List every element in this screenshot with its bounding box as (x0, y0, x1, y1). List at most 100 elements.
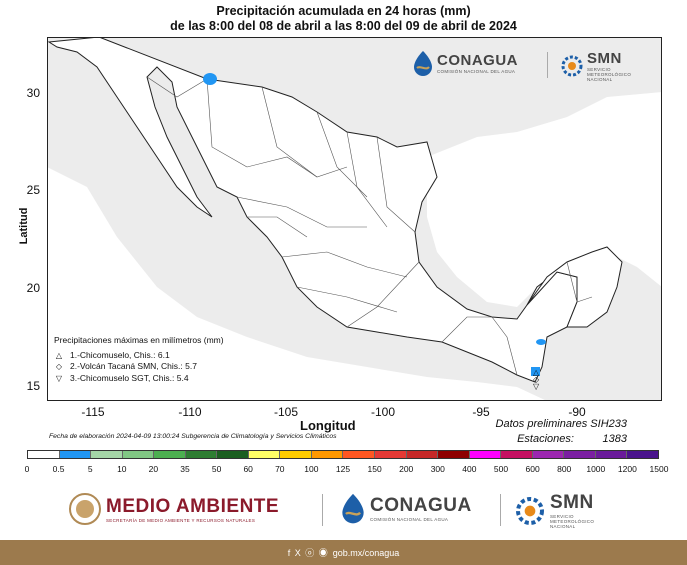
y-tick-25: 25 (26, 183, 40, 197)
scale-swatch (311, 451, 344, 458)
conagua-bottom-subtext: COMISIÓN NACIONAL DEL AGUA (370, 516, 449, 522)
yucatan-peninsula (526, 246, 623, 328)
conagua-logo-subtext: COMISIÓN NACIONAL DEL AGUA (437, 69, 516, 74)
scale-label: 150 (367, 464, 382, 474)
footer-bar: f X ⓞ ◉ gob.mx/conagua (0, 540, 687, 565)
smn-logo-bottom: SMN SERVICIO METEOROLÓGICO NACIONAL (514, 492, 610, 529)
state-borders (146, 76, 593, 376)
scale-label: 70 (275, 464, 285, 474)
smn-logo-top: SMN SERVICIO METEOROLÓGICO NACIONAL (560, 50, 637, 82)
scale-swatch (248, 451, 281, 458)
fecha-elaboracion: Fecha de elaboración 2024-04-09 13:00:24… (49, 433, 337, 440)
footer-url[interactable]: gob.mx/conagua (332, 547, 400, 558)
logo-divider-2 (500, 494, 501, 526)
scale-label: 20 (148, 464, 159, 474)
scale-swatch (406, 451, 439, 458)
scale-label: 300 (430, 464, 445, 474)
scale-swatch (564, 451, 596, 458)
scale-swatch (28, 451, 60, 458)
maxima-item-1-text: 1.-Chicomuselo, Chis.: 6.1 (70, 349, 170, 360)
y-tick-20: 20 (26, 281, 40, 295)
scale-label: 35 (180, 464, 190, 474)
stations-label: Estaciones: (517, 433, 574, 445)
maxima-item-3: ▽ 3.-Chicomuselo SGT, Chis.: 5.4 (54, 373, 224, 385)
scale-swatch (501, 451, 533, 458)
x-tick-100: -100 (370, 405, 396, 419)
conagua-logo-text: CONAGUA (437, 52, 518, 69)
scale-label: 500 (493, 464, 509, 474)
precip-spot-sonora (203, 73, 217, 85)
y-tick-15: 15 (26, 379, 40, 393)
y-axis-title: Latitud (18, 207, 30, 245)
conagua-emblem-icon (342, 493, 364, 524)
x-tick-110: -110 (178, 405, 202, 419)
conagua-logo-top: CONAGUA COMISIÓN NACIONAL DEL AGUA (412, 50, 518, 76)
smn-gear-icon (516, 496, 544, 525)
scale-swatch (217, 451, 249, 458)
scale-label: 800 (557, 464, 572, 474)
social-icons[interactable]: f X ⓞ ◉ (287, 548, 329, 558)
scale-label: 5 (87, 464, 93, 474)
scale-swatch (438, 451, 470, 458)
scale-label: 400 (462, 464, 477, 474)
pacific-ocean (47, 167, 547, 401)
x-tick-95: -95 (472, 405, 490, 419)
map-title-line1: Precipitación acumulada en 24 horas (mm) (216, 4, 471, 18)
scale-label: 1500 (649, 464, 669, 474)
datos-preliminares: Datos preliminares SIH233 (495, 418, 627, 430)
y-tick-30: 30 (26, 86, 40, 100)
scale-swatch (627, 451, 658, 458)
smn-gear-icon (561, 55, 583, 77)
medio-ambiente-logo: MEDIO AMBIENTE SECRETARÍA DE MEDIO AMBIE… (68, 492, 279, 526)
stations-value: 1383 (602, 433, 627, 445)
triangle-up-icon: △ (55, 350, 63, 360)
scale-label: 60 (243, 464, 253, 474)
gulf-of-mexico (427, 92, 662, 307)
logo-divider-1 (322, 494, 323, 526)
scale-label: 0 (24, 464, 30, 474)
maxima-item-2: ◇ 2.-Volcán Tacaná SMN, Chis.: 5.7 (54, 361, 224, 373)
conagua-logo-bottom: CONAGUA COMISIÓN NACIONAL DEL AGUA (340, 492, 472, 524)
scale-label: 0.5 (52, 464, 65, 474)
scale-swatch (122, 451, 155, 458)
scale-swatch (280, 451, 312, 458)
maxima-legend-title: Precipitaciones máximas en milímetros (m… (54, 335, 224, 345)
datos-info: Datos preliminares SIH233 Estaciones: 13… (496, 417, 627, 447)
scale-label: 10 (117, 464, 127, 474)
station-marker-1: △ (533, 368, 540, 377)
precip-spot-chiapas-south (531, 367, 540, 376)
maxima-item-3-text: 3.-Chicomuselo SGT, Chis.: 5.4 (70, 372, 189, 383)
scale-swatch (595, 451, 628, 458)
scale-label: 50 (211, 464, 222, 474)
scale-swatch (154, 451, 186, 458)
scale-swatch (469, 451, 502, 458)
diamond-icon: ◇ (55, 362, 63, 371)
station-marker-2: ◇ (533, 375, 540, 384)
scale-swatch (343, 451, 376, 458)
triangle-down-icon: ▽ (55, 373, 63, 383)
precipitation-map: △ ◇ ▽ (47, 37, 662, 401)
precipitation-color-scale (27, 450, 659, 459)
scale-swatch (59, 451, 92, 458)
bottom-logos-bar: MEDIO AMBIENTE SECRETARÍA DE MEDIO AMBIE… (0, 482, 687, 538)
map-title-line2: de las 8:00 del 08 de abril a las 8:00 d… (170, 19, 517, 33)
scale-label: 600 (525, 464, 540, 474)
stations-count: Estaciones: 1383 (496, 432, 627, 447)
precipitation-scale-labels: 0 0.5 5 10 20 35 50 60 70 100 125 150 200 300 400 500 60… (24, 464, 669, 476)
scale-label: 125 (335, 464, 351, 474)
smn-logo-text: SMN (587, 50, 622, 67)
scale-swatch (91, 451, 123, 458)
precip-spot-chiapas (536, 339, 546, 345)
medio-ambiente-text: MEDIO AMBIENTE (106, 495, 280, 517)
scale-swatch (185, 451, 218, 458)
mexico-seal-icon (69, 493, 101, 525)
scale-swatch (375, 451, 407, 458)
maxima-item-1: △ 1.-Chicomuselo, Chis.: 6.1 (54, 350, 224, 362)
smn-bottom-subtext: SERVICIO METEOROLÓGICO NACIONAL (550, 514, 595, 529)
x-axis-title: Longitud (300, 418, 356, 433)
smn-bottom-text: SMN (550, 492, 594, 513)
conagua-bottom-text: CONAGUA (370, 494, 472, 516)
smn-logo-subtext: SERVICIO METEOROLÓGICO NACIONAL (587, 67, 632, 82)
maxima-item-2-text: 2.-Volcán Tacaná SMN, Chis.: 5.7 (70, 361, 197, 371)
scale-label: 200 (399, 464, 414, 474)
